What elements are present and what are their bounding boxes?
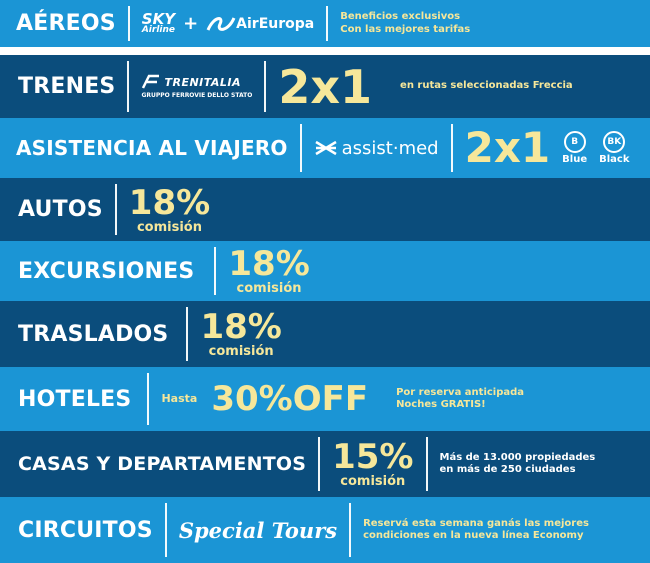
divider xyxy=(299,124,302,172)
row-title: AUTOS xyxy=(18,197,103,222)
divider xyxy=(264,61,267,112)
commission: 18% comisión xyxy=(200,307,282,359)
row-title: EXCURSIONES xyxy=(18,258,195,284)
black-badge-icon: BK xyxy=(603,131,626,153)
row-title: AÉREOS xyxy=(16,11,116,36)
aireuropa-swirl-icon xyxy=(206,16,236,31)
row-title: CIRCUITOS xyxy=(18,517,153,543)
row-title: TRASLADOS xyxy=(18,321,169,347)
divider xyxy=(127,61,130,112)
row-casas[interactable]: CASAS Y DEPARTAMENTOS 15% comisión Más d… xyxy=(0,431,650,497)
casas-note: Más de 13.000 propiedades en más de 250 … xyxy=(439,451,596,476)
hoteles-note: Por reserva anticipada Noches GRATIS! xyxy=(396,386,525,411)
divider xyxy=(214,247,217,295)
row-title: HOTELES xyxy=(18,386,132,412)
sky-airline-logo: SKY Airline xyxy=(141,10,176,36)
row-title: ASISTENCIA AL VIAJERO xyxy=(16,136,288,160)
row-title: TRENES xyxy=(18,74,116,99)
row-traslados[interactable]: TRASLADOS 18% comisión xyxy=(0,301,650,367)
special-tours-logo: Special Tours xyxy=(178,517,338,543)
divider xyxy=(450,124,453,172)
plan-blue: B Blue xyxy=(562,131,587,165)
assist-med-mark-icon xyxy=(314,140,337,156)
commission: 15% comisión xyxy=(332,437,414,489)
offer-2x1: 2x1 xyxy=(278,59,373,114)
divider xyxy=(326,6,329,41)
divider xyxy=(147,373,150,425)
assist-med-logo: assist·med xyxy=(314,138,439,159)
row-circuitos[interactable]: CIRCUITOS Special Tours Reservá esta sem… xyxy=(0,497,650,563)
row-trenes[interactable]: TRENES TRENITALIA GRUPPO FERROVIE DELLO … xyxy=(0,55,650,118)
divider xyxy=(186,307,189,361)
divider xyxy=(114,184,117,235)
circuitos-note: Reservá esta semana ganás las mejores co… xyxy=(363,517,589,542)
row-asistencia[interactable]: ASISTENCIA AL VIAJERO assist·med 2x1 B B… xyxy=(0,118,650,178)
trenitalia-logo: TRENITALIA GRUPPO FERROVIE DELLO STATO xyxy=(141,74,253,99)
divider xyxy=(318,437,321,491)
trenes-note: en rutas seleccionadas Freccia xyxy=(400,80,573,92)
blue-badge-icon: B xyxy=(563,131,586,153)
divider xyxy=(349,503,352,557)
plus-sign: + xyxy=(183,13,199,34)
commission: 18% comisión xyxy=(228,244,310,296)
row-title: CASAS Y DEPARTAMENTOS xyxy=(18,453,307,475)
row-excursiones[interactable]: EXCURSIONES 18% comisión xyxy=(0,241,650,301)
row-aereos[interactable]: AÉREOS SKY Airline + AirEuropa Beneficio… xyxy=(0,0,650,47)
commission: 18% comisión xyxy=(128,182,211,235)
offer-2x1: 2x1 xyxy=(464,123,551,172)
divider xyxy=(425,437,428,491)
aireuropa-logo: AirEuropa xyxy=(206,14,314,34)
plan-black: BK Black xyxy=(599,131,630,165)
hoteles-prefix: Hasta xyxy=(161,392,198,406)
divider xyxy=(164,503,167,557)
row-hoteles[interactable]: HOTELES Hasta 30%OFF Por reserva anticip… xyxy=(0,367,650,431)
row-autos[interactable]: AUTOS 18% comisión xyxy=(0,178,650,241)
divider xyxy=(127,6,130,41)
offer-30-off: 30%OFF xyxy=(211,379,369,419)
aereos-note: Beneficios exclusivos Con las mejores ta… xyxy=(340,11,471,35)
trenitalia-mark-icon xyxy=(142,74,160,89)
